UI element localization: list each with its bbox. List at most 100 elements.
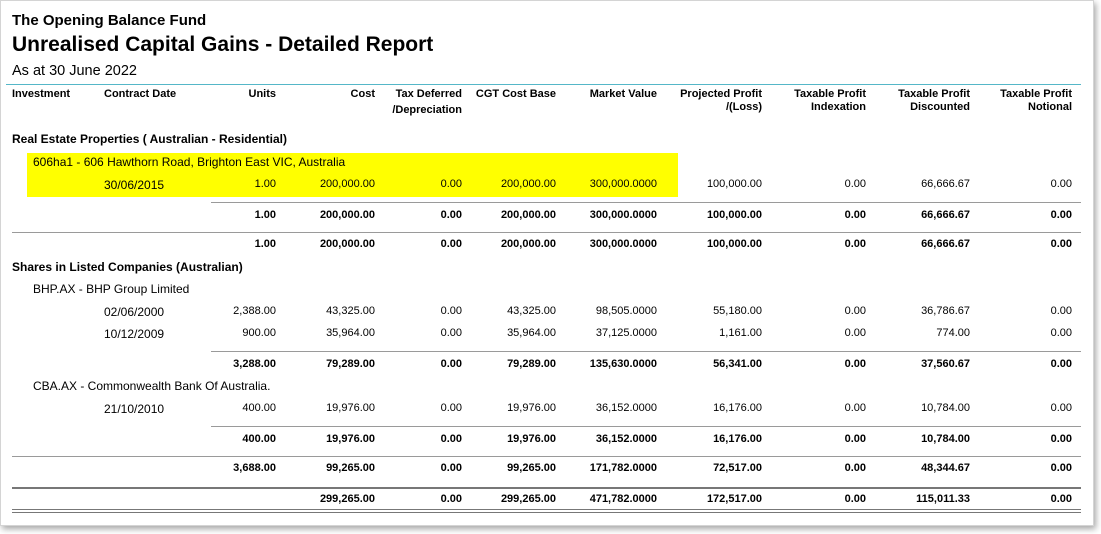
col-projected-profit-line1: Projected Profit [680, 88, 762, 100]
cost: 43,325.00 [326, 305, 375, 317]
col-tax-deferred: Tax Deferred /Depreciation [392, 88, 462, 117]
taxable-notional: 0.00 [1050, 462, 1072, 474]
cgt-cost-base: 99,265.00 [507, 462, 556, 474]
tax-deferred: 0.00 [440, 327, 462, 339]
market-value: 135,630.0000 [589, 358, 657, 370]
taxable-discounted: 115,011.33 [916, 493, 970, 505]
taxable-notional: 0.00 [1050, 178, 1072, 190]
holding-name-bhp[interactable]: BHP.AX - BHP Group Limited [33, 282, 190, 296]
col-contract-date: Contract Date [104, 88, 177, 100]
cgt-cost-base: 19,976.00 [507, 433, 556, 445]
cost: 19,976.00 [326, 402, 375, 414]
taxable-indexation: 0.00 [844, 238, 866, 250]
projected-profit: 100,000.00 [706, 209, 762, 221]
projected-profit: 100,000.00 [706, 178, 762, 190]
grand-total-rule-top [12, 487, 1081, 489]
col-cgt-cost-base: CGT Cost Base [475, 88, 556, 100]
cgt-cost-base: 200,000.00 [500, 238, 556, 250]
taxable-indexation: 0.00 [844, 178, 866, 190]
cost: 79,289.00 [326, 358, 375, 370]
holding-name-cba[interactable]: CBA.AX - Commonwealth Bank Of Australia. [33, 379, 271, 393]
col-taxable-indexation: Taxable Profit Indexation [794, 88, 866, 114]
col-projected-profit-line2: /(Loss) [725, 101, 762, 113]
subtotal-rule [211, 351, 1081, 352]
taxable-notional: 0.00 [1050, 358, 1072, 370]
market-value: 37,125.0000 [595, 327, 657, 339]
projected-profit: 55,180.00 [713, 305, 762, 317]
taxable-notional: 0.00 [1050, 209, 1072, 221]
section-heading-real-estate: Real Estate Properties ( Australian - Re… [12, 132, 287, 146]
market-value: 171,782.0000 [589, 462, 657, 474]
projected-profit: 172,517.00 [706, 493, 762, 505]
projected-profit: 16,176.00 [713, 402, 762, 414]
col-investment: Investment [12, 88, 71, 100]
units: 900.00 [242, 327, 276, 339]
cost: 200,000.00 [319, 178, 375, 190]
taxable-indexation: 0.00 [844, 493, 866, 505]
taxable-discounted: 10,784.00 [921, 433, 970, 445]
cgt-cost-base: 35,964.00 [507, 327, 556, 339]
tax-deferred: 0.00 [440, 209, 462, 221]
header-rule [6, 84, 1081, 85]
report-page: The Opening Balance Fund Unrealised Capi… [0, 0, 1094, 526]
taxable-notional: 0.00 [1050, 238, 1072, 250]
cost: 200,000.00 [319, 238, 375, 250]
market-value: 300,000.0000 [589, 238, 657, 250]
subtotal-rule [211, 202, 1081, 203]
contract-date: 30/06/2015 [104, 178, 165, 192]
market-value: 98,505.0000 [595, 305, 657, 317]
tax-deferred: 0.00 [440, 402, 462, 414]
taxable-notional: 0.00 [1050, 493, 1072, 505]
tax-deferred: 0.00 [440, 462, 462, 474]
projected-profit: 56,341.00 [713, 358, 762, 370]
taxable-indexation: 0.00 [844, 305, 866, 317]
taxable-indexation: 0.00 [844, 327, 866, 339]
contract-date: 10/12/2009 [104, 327, 165, 341]
property-name[interactable]: 606ha1 - 606 Hawthorn Road, Brighton Eas… [33, 155, 346, 169]
cgt-cost-base: 43,325.00 [507, 305, 556, 317]
taxable-indexation: 0.00 [844, 402, 866, 414]
cost: 99,265.00 [326, 462, 375, 474]
taxable-discounted: 66,666.67 [921, 238, 970, 250]
units: 2,388.00 [233, 305, 276, 317]
tax-deferred: 0.00 [440, 433, 462, 445]
tax-deferred: 0.00 [440, 305, 462, 317]
projected-profit: 16,176.00 [713, 433, 762, 445]
projected-profit: 72,517.00 [713, 462, 762, 474]
col-taxable-discounted-line2: Discounted [910, 101, 970, 113]
col-taxable-notional-line1: Taxable Profit [1000, 88, 1072, 100]
contract-date: 02/06/2000 [104, 305, 165, 319]
projected-profit: 100,000.00 [706, 238, 762, 250]
taxable-discounted: 36,786.67 [921, 305, 970, 317]
taxable-notional: 0.00 [1050, 433, 1072, 445]
projected-profit: 1,161.00 [719, 327, 762, 339]
col-taxable-notional-line2: Notional [1028, 101, 1072, 113]
units: 3,688.00 [233, 462, 276, 474]
market-value: 300,000.0000 [589, 178, 657, 190]
taxable-discounted: 66,666.67 [921, 209, 970, 221]
tax-deferred: 0.00 [440, 493, 462, 505]
units: 1.00 [254, 209, 276, 221]
taxable-indexation: 0.00 [844, 462, 866, 474]
tax-deferred: 0.00 [440, 178, 462, 190]
cgt-cost-base: 19,976.00 [507, 402, 556, 414]
cost: 35,964.00 [326, 327, 375, 339]
col-units: Units [248, 88, 277, 100]
tax-deferred: 0.00 [440, 358, 462, 370]
col-taxable-discounted: Taxable Profit Discounted [898, 88, 970, 114]
taxable-indexation: 0.00 [844, 209, 866, 221]
col-taxable-discounted-line1: Taxable Profit [898, 88, 970, 100]
taxable-notional: 0.00 [1050, 327, 1072, 339]
contract-date: 21/10/2010 [104, 402, 165, 416]
cgt-cost-base: 79,289.00 [507, 358, 556, 370]
col-tax-deferred-line2: /Depreciation [392, 104, 462, 116]
market-value: 471,782.0000 [589, 493, 657, 505]
taxable-discounted: 774.00 [936, 327, 970, 339]
report-date: As at 30 June 2022 [12, 63, 137, 79]
cgt-cost-base: 200,000.00 [500, 178, 556, 190]
taxable-notional: 0.00 [1050, 305, 1072, 317]
units: 400.00 [242, 402, 276, 414]
market-value: 36,152.0000 [595, 433, 657, 445]
col-taxable-notional: Taxable Profit Notional [1000, 88, 1072, 114]
section-total-rule [12, 232, 1081, 233]
